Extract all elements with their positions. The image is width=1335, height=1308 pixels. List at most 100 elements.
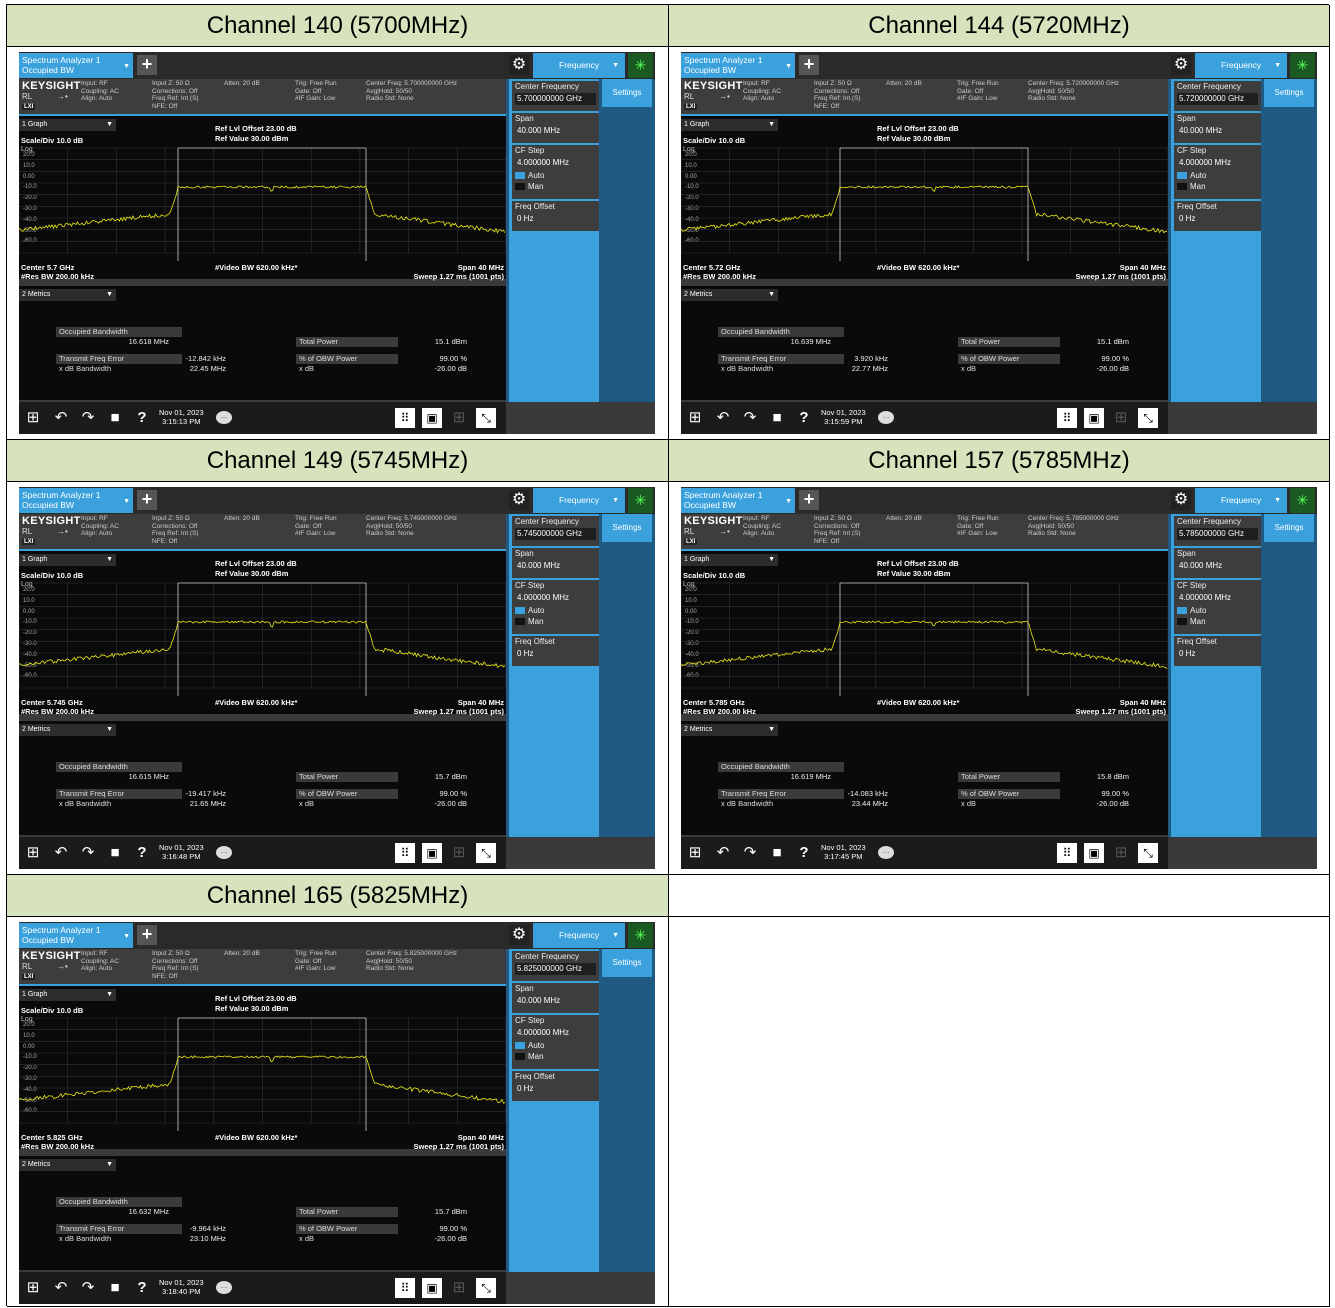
frequency-menu[interactable]: Frequency ▼ xyxy=(533,53,625,78)
graph-selector[interactable]: 1 Graph ▼ xyxy=(681,554,778,566)
metrics-selector[interactable]: 2 Metrics ▼ xyxy=(681,724,778,736)
frequency-menu[interactable]: Frequency ▼ xyxy=(533,488,625,513)
undo-icon[interactable]: ↶ xyxy=(54,844,68,861)
redo-icon[interactable]: ↷ xyxy=(81,844,95,861)
undo-icon[interactable]: ↶ xyxy=(54,1279,68,1296)
help-icon[interactable]: ? xyxy=(799,409,809,426)
graph-selector[interactable]: 1 Graph ▼ xyxy=(681,119,778,131)
maximize-icon[interactable]: ⤡ xyxy=(476,843,496,863)
chat-icon[interactable]: … xyxy=(216,846,232,859)
chat-icon[interactable]: … xyxy=(216,411,232,424)
grid-icon[interactable]: ⠿ xyxy=(395,408,415,428)
man-option[interactable]: Man xyxy=(515,617,596,626)
settings-tab[interactable]: Settings xyxy=(1264,79,1314,107)
touch-icon[interactable]: ▣ xyxy=(422,843,442,863)
center-frequency-field[interactable]: 5.825000000 GHz xyxy=(515,963,596,975)
add-screen-button[interactable]: + xyxy=(137,55,157,75)
auto-option[interactable]: Auto xyxy=(515,606,596,615)
file-icon[interactable]: ■ xyxy=(110,409,120,426)
maximize-icon[interactable]: ⤡ xyxy=(1138,843,1158,863)
grid-icon[interactable]: ⠿ xyxy=(395,1278,415,1298)
center-frequency-field[interactable]: 5.745000000 GHz xyxy=(515,528,596,540)
graph-selector[interactable]: 1 Graph ▼ xyxy=(19,119,116,131)
maximize-icon[interactable]: ⤡ xyxy=(476,408,496,428)
frequency-menu[interactable]: Frequency ▼ xyxy=(1195,53,1287,78)
settings-tab[interactable]: Settings xyxy=(602,514,652,542)
window-icon[interactable]: ⊞ xyxy=(1114,844,1128,861)
settings-tab[interactable]: Settings xyxy=(602,949,652,977)
auto-option[interactable]: Auto xyxy=(1177,606,1258,615)
gear-icon[interactable]: ⚙ xyxy=(1171,55,1191,75)
span-softkey[interactable]: Span 40.000 MHz xyxy=(512,113,599,143)
gear-icon[interactable]: ⚙ xyxy=(509,55,529,75)
windows-icon[interactable]: ⊞ xyxy=(688,409,702,426)
center-frequency-softkey[interactable]: Center Frequency 5.720000000 GHz xyxy=(1174,81,1261,111)
app-selector[interactable]: Spectrum Analyzer 1 Occupied BW ▼ xyxy=(19,53,133,78)
freq-offset-softkey[interactable]: Freq Offset 0 Hz xyxy=(512,636,599,666)
graph-selector[interactable]: 1 Graph ▼ xyxy=(19,554,116,566)
file-icon[interactable]: ■ xyxy=(772,409,782,426)
freq-offset-softkey[interactable]: Freq Offset 0 Hz xyxy=(1174,201,1261,231)
gear-icon[interactable]: ⚙ xyxy=(509,925,529,945)
windows-icon[interactable]: ⊞ xyxy=(26,844,40,861)
app-selector[interactable]: Spectrum Analyzer 1 Occupied BW ▼ xyxy=(681,488,795,513)
man-option[interactable]: Man xyxy=(1177,617,1258,626)
man-option[interactable]: Man xyxy=(515,1052,596,1061)
chat-icon[interactable]: … xyxy=(878,846,894,859)
auto-option[interactable]: Auto xyxy=(515,1041,596,1050)
help-icon[interactable]: ? xyxy=(137,1279,147,1296)
metrics-selector[interactable]: 2 Metrics ▼ xyxy=(19,289,116,301)
metrics-selector[interactable]: 2 Metrics ▼ xyxy=(19,724,116,736)
cf-step-softkey[interactable]: CF Step 4.000000 MHz Auto Man xyxy=(1174,145,1261,199)
help-icon[interactable]: ? xyxy=(137,844,147,861)
cf-step-softkey[interactable]: CF Step 4.000000 MHz Auto Man xyxy=(1174,580,1261,634)
file-icon[interactable]: ■ xyxy=(110,844,120,861)
windows-icon[interactable]: ⊞ xyxy=(26,409,40,426)
file-icon[interactable]: ■ xyxy=(110,1279,120,1296)
windows-icon[interactable]: ⊞ xyxy=(688,844,702,861)
redo-icon[interactable]: ↷ xyxy=(743,409,757,426)
window-icon[interactable]: ⊞ xyxy=(452,409,466,426)
frequency-menu[interactable]: Frequency ▼ xyxy=(1195,488,1287,513)
help-icon[interactable]: ? xyxy=(137,409,147,426)
man-option[interactable]: Man xyxy=(1177,182,1258,191)
file-icon[interactable]: ■ xyxy=(772,844,782,861)
settings-tab[interactable]: Settings xyxy=(602,79,652,107)
freq-offset-softkey[interactable]: Freq Offset 0 Hz xyxy=(512,201,599,231)
gear-icon[interactable]: ⚙ xyxy=(509,490,529,510)
grid-icon[interactable]: ⠿ xyxy=(395,843,415,863)
span-softkey[interactable]: Span 40.000 MHz xyxy=(512,548,599,578)
metrics-selector[interactable]: 2 Metrics ▼ xyxy=(681,289,778,301)
add-screen-button[interactable]: + xyxy=(799,490,819,510)
freq-offset-softkey[interactable]: Freq Offset 0 Hz xyxy=(1174,636,1261,666)
center-frequency-softkey[interactable]: Center Frequency 5.825000000 GHz xyxy=(512,951,599,981)
gear-icon[interactable]: ⚙ xyxy=(1171,490,1191,510)
grid-icon[interactable]: ⠿ xyxy=(1057,408,1077,428)
center-frequency-field[interactable]: 5.785000000 GHz xyxy=(1177,528,1258,540)
chat-icon[interactable]: … xyxy=(878,411,894,424)
maximize-icon[interactable]: ⤡ xyxy=(476,1278,496,1298)
graph-selector[interactable]: 1 Graph ▼ xyxy=(19,989,116,1001)
redo-icon[interactable]: ↷ xyxy=(743,844,757,861)
undo-icon[interactable]: ↶ xyxy=(716,844,730,861)
app-selector[interactable]: Spectrum Analyzer 1 Occupied BW ▼ xyxy=(19,488,133,513)
center-frequency-softkey[interactable]: Center Frequency 5.785000000 GHz xyxy=(1174,516,1261,546)
undo-icon[interactable]: ↶ xyxy=(716,409,730,426)
help-icon[interactable]: ? xyxy=(799,844,809,861)
auto-option[interactable]: Auto xyxy=(1177,171,1258,180)
span-softkey[interactable]: Span 40.000 MHz xyxy=(1174,548,1261,578)
grid-icon[interactable]: ⠿ xyxy=(1057,843,1077,863)
touch-icon[interactable]: ▣ xyxy=(1084,843,1104,863)
windows-icon[interactable]: ⊞ xyxy=(26,1279,40,1296)
redo-icon[interactable]: ↷ xyxy=(81,1279,95,1296)
add-screen-button[interactable]: + xyxy=(799,55,819,75)
add-screen-button[interactable]: + xyxy=(137,490,157,510)
center-frequency-softkey[interactable]: Center Frequency 5.745000000 GHz xyxy=(512,516,599,546)
window-icon[interactable]: ⊞ xyxy=(452,844,466,861)
touch-icon[interactable]: ▣ xyxy=(422,1278,442,1298)
redo-icon[interactable]: ↷ xyxy=(81,409,95,426)
freq-offset-softkey[interactable]: Freq Offset 0 Hz xyxy=(512,1071,599,1101)
auto-option[interactable]: Auto xyxy=(515,171,596,180)
maximize-icon[interactable]: ⤡ xyxy=(1138,408,1158,428)
window-icon[interactable]: ⊞ xyxy=(452,1279,466,1296)
